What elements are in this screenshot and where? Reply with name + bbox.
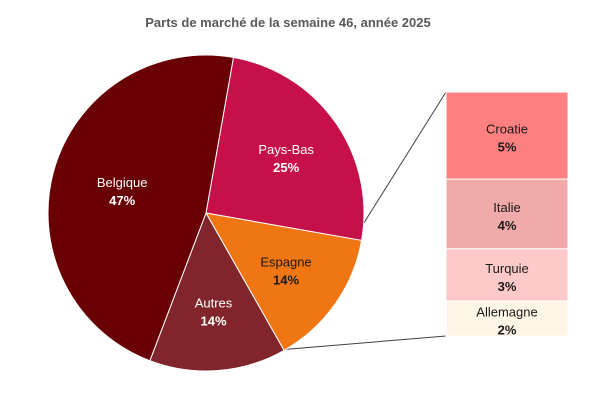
bar-label-italie: Italie xyxy=(493,200,520,215)
pie-value-espagne: 14% xyxy=(273,273,299,288)
breakdown-labels: Croatie 5% Italie 4% Turquie 3% Allemagne 2% xyxy=(476,122,537,338)
pie-value-belgique: 47% xyxy=(109,193,135,208)
pie-label-espagne: Espagne xyxy=(260,255,311,270)
bar-segment-allemagne xyxy=(445,300,569,337)
pie-value-autres: 14% xyxy=(200,314,226,329)
bar-label-turquie: Turquie xyxy=(485,261,529,276)
pie-slice-autres xyxy=(149,211,285,372)
pie-slice-espagne xyxy=(205,212,363,352)
bar-value-italie: 4% xyxy=(498,218,517,233)
pie-labels: Pays-Bas 25% Espagne 14% Autres 14% Belgique 47… xyxy=(97,142,315,329)
pie-value-pays-bas: 25% xyxy=(273,160,299,175)
chart-title: Parts de marché de la semaine 46, année … xyxy=(145,15,430,30)
bar-label-allemagne: Allemagne xyxy=(476,305,537,320)
pie-label-pays-bas: Pays-Bas xyxy=(258,142,314,157)
pie-slice-belgique xyxy=(47,54,235,362)
pie-slice-pays-bas xyxy=(205,56,365,242)
bar-value-croatie: 5% xyxy=(498,140,517,155)
bar-segment-turquie xyxy=(445,248,569,302)
bar-value-allemagne: 2% xyxy=(498,323,517,338)
breakdown-bar xyxy=(445,91,569,337)
bar-segment-italie xyxy=(445,178,569,250)
pie-label-belgique: Belgique xyxy=(97,175,148,190)
pie-label-autres: Autres xyxy=(195,296,233,311)
pie xyxy=(47,54,365,372)
bar-value-turquie: 3% xyxy=(498,279,517,294)
bar-segment-croatie xyxy=(445,91,569,180)
bar-label-croatie: Croatie xyxy=(486,122,528,137)
